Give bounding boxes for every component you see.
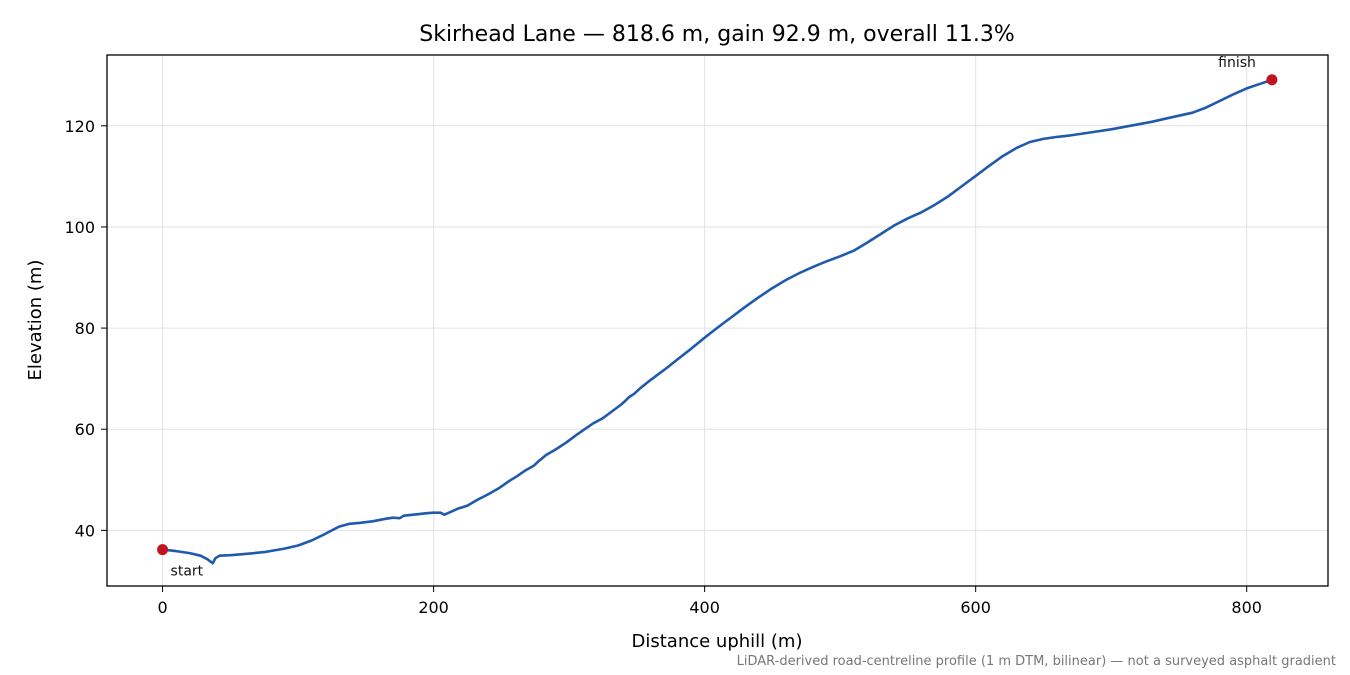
x-tick-label: 600 — [960, 598, 991, 617]
y-axis-label: Elevation (m) — [25, 260, 46, 381]
plot-frame — [106, 54, 1329, 587]
y-tick-label: 120 — [64, 117, 95, 136]
start-annotation: start — [171, 564, 204, 580]
marker-layer: start finish — [157, 55, 1278, 580]
footnote: LiDAR-derived road-centreline profile (1… — [737, 654, 1336, 669]
x-tick-label: 800 — [1231, 598, 1262, 617]
y-tick-label: 100 — [64, 218, 95, 237]
start-marker — [157, 544, 169, 556]
x-tick-label: 400 — [689, 598, 720, 617]
elevation-series-line — [161, 78, 1274, 565]
y-tick-label: 80 — [75, 319, 95, 338]
finish-marker — [1266, 74, 1278, 86]
chart-title: Skirhead Lane — 818.6 m, gain 92.9 m, ov… — [419, 22, 1015, 47]
y-tick-label: 60 — [75, 420, 95, 439]
x-tick-label: 0 — [157, 598, 167, 617]
tick-layer: 0 200 400 600 800 40 60 80 100 120 — [64, 117, 1262, 617]
grid-layer — [107, 55, 1328, 586]
x-tick-label: 200 — [418, 598, 449, 617]
x-axis-label: Distance uphill (m) — [632, 631, 803, 652]
y-tick-label: 40 — [75, 521, 95, 540]
finish-annotation: finish — [1218, 55, 1256, 71]
